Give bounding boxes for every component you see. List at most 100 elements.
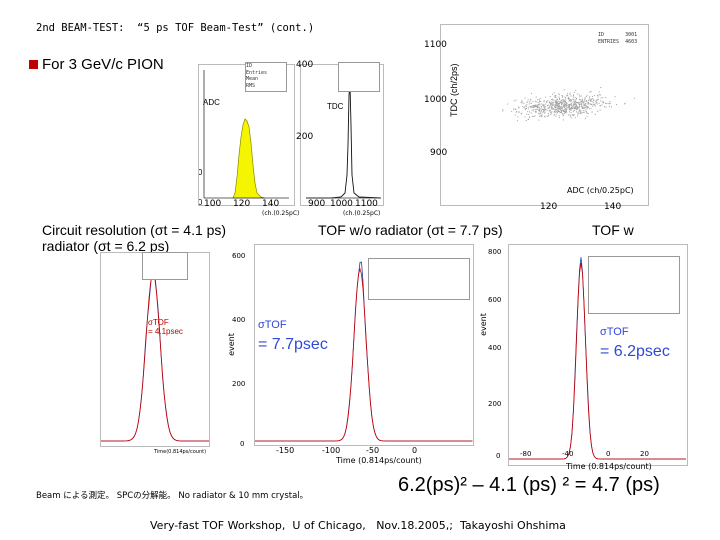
scatter-point [556, 101, 558, 103]
scatter-point [592, 96, 593, 98]
scatter-point [578, 106, 580, 108]
scatter-point [527, 101, 529, 103]
scatter-point [535, 101, 537, 103]
scatter-point [502, 110, 504, 112]
scatter-point [599, 109, 601, 111]
scatter-point [582, 106, 584, 108]
scatter-point [528, 106, 530, 108]
scatter-point [570, 95, 572, 97]
scatter-point [544, 109, 546, 110]
scatter-point [596, 102, 598, 103]
scatter-point [554, 104, 556, 106]
scatter-point [591, 103, 593, 105]
scatter-point [554, 114, 555, 116]
circuit-xlabel: Time(0.814ps/count) [154, 449, 207, 455]
scatter-ylabel: TDC (ch/2ps) [449, 63, 459, 117]
tdc-xtick-2: 1000 [330, 199, 353, 209]
scatter-point [537, 101, 539, 103]
adc-ytick-2: 100 [199, 198, 203, 205]
scatter-point [541, 108, 543, 110]
scatter-point [574, 106, 576, 108]
tof-wo-svg [255, 261, 473, 442]
scatter-point [549, 109, 551, 111]
scatter-point [551, 106, 553, 108]
tof-wo-annot-val: = 7.7psec [258, 336, 328, 353]
scatter-point [561, 109, 563, 111]
scatter-point [559, 106, 561, 108]
scatter-point [555, 107, 556, 109]
scatter-point [584, 107, 585, 109]
scatter-point [543, 107, 545, 109]
scatter-point [518, 111, 520, 113]
scatter-point [574, 109, 576, 111]
scatter-point [584, 97, 586, 99]
scatter-point [518, 106, 520, 108]
scatter-point [568, 106, 570, 108]
scatter-point [536, 104, 538, 106]
scatter-point [586, 107, 588, 108]
scatter-point [569, 93, 571, 95]
scatter-point [567, 96, 569, 98]
scatter-point [558, 103, 560, 105]
scatter-point [545, 103, 547, 105]
scatter-point [578, 104, 580, 106]
scatter-point [551, 101, 553, 103]
scatter-point [597, 96, 599, 98]
scatter-point [528, 103, 530, 105]
scatter-point [608, 103, 610, 105]
scatter-point [561, 103, 563, 105]
scatter-point [558, 93, 560, 95]
scatter-point [577, 93, 579, 95]
scatter-xlabel: ADC (ch/0.25pC) [567, 186, 634, 195]
scatter-point [598, 102, 600, 104]
scatter-svg: TDC (ch/2ps) [449, 63, 635, 122]
scatter-point [550, 106, 552, 108]
scatter-point [575, 107, 577, 109]
scatter-point [555, 100, 557, 102]
scatter-point [583, 104, 585, 106]
scatter-point [616, 104, 617, 106]
scatter-point [530, 112, 532, 114]
scatter-point [567, 105, 569, 107]
scatter-point [561, 106, 562, 108]
scatter-ytick-1: 1100 [424, 40, 447, 50]
scatter-point [596, 99, 598, 101]
scatter-point [563, 109, 565, 111]
scatter-point [605, 106, 607, 108]
scatter-point [547, 100, 549, 102]
scatter-point [558, 108, 560, 110]
scatter-point [524, 97, 526, 99]
scatter-point [547, 112, 549, 114]
scatter-point [511, 110, 513, 112]
tof-wo-ytick-4: 0 [240, 440, 245, 448]
scatter-point [520, 102, 522, 103]
scatter-point [525, 108, 527, 109]
scatter-point [593, 99, 594, 101]
scatter-point [597, 110, 599, 112]
scatter-point [570, 102, 572, 104]
scatter-point [586, 112, 588, 114]
scatter-point [573, 91, 575, 93]
scatter-point [547, 105, 549, 107]
scatter-stats-box: ID 3001 ENTRIES 4603 [598, 32, 638, 45]
scatter-point [563, 111, 565, 112]
scatter-point [601, 104, 603, 106]
scatter-point [585, 111, 587, 112]
scatter-point [517, 116, 519, 118]
scatter-point [538, 112, 540, 114]
adc-stats-box: ID Entries Mean RMS [245, 62, 287, 92]
scatter-point [570, 109, 572, 111]
tof-wo-ytick-3: 200 [232, 380, 246, 388]
scatter-point [555, 115, 557, 117]
scatter-point [572, 114, 574, 116]
scatter-point [576, 109, 578, 111]
circuit-svg [101, 264, 209, 442]
scatter-point [549, 96, 551, 97]
adc-histogram-fill [232, 118, 266, 199]
scatter-point [575, 98, 577, 100]
scatter-point [539, 115, 541, 117]
tof-w-xtick-4: 20 [640, 450, 649, 458]
scatter-point [589, 91, 591, 93]
scatter-point [556, 99, 558, 101]
scatter-point [592, 105, 594, 107]
